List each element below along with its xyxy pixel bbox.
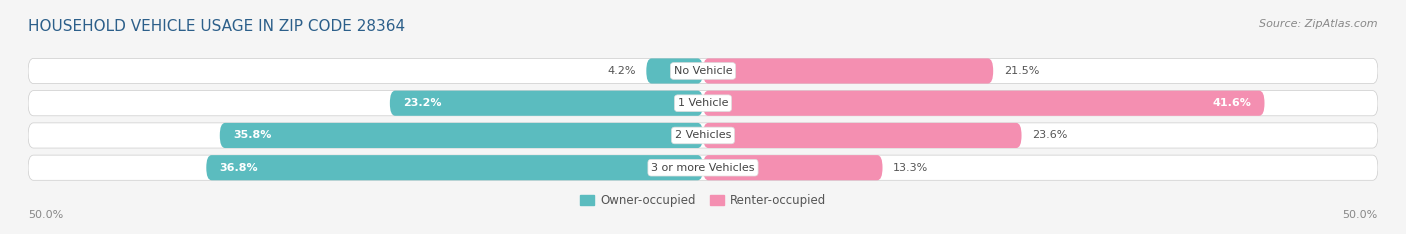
Text: 50.0%: 50.0%	[28, 210, 63, 220]
FancyBboxPatch shape	[28, 155, 1378, 180]
Text: 23.2%: 23.2%	[404, 98, 441, 108]
Legend: Owner-occupied, Renter-occupied: Owner-occupied, Renter-occupied	[575, 190, 831, 212]
Text: 23.6%: 23.6%	[1032, 131, 1067, 140]
Text: HOUSEHOLD VEHICLE USAGE IN ZIP CODE 28364: HOUSEHOLD VEHICLE USAGE IN ZIP CODE 2836…	[28, 19, 405, 34]
Text: No Vehicle: No Vehicle	[673, 66, 733, 76]
Text: 41.6%: 41.6%	[1212, 98, 1251, 108]
FancyBboxPatch shape	[28, 123, 1378, 148]
Text: 36.8%: 36.8%	[219, 163, 259, 173]
Text: 4.2%: 4.2%	[607, 66, 636, 76]
Text: 21.5%: 21.5%	[1004, 66, 1039, 76]
Text: 2 Vehicles: 2 Vehicles	[675, 131, 731, 140]
FancyBboxPatch shape	[219, 123, 703, 148]
FancyBboxPatch shape	[703, 58, 993, 84]
FancyBboxPatch shape	[703, 155, 883, 180]
FancyBboxPatch shape	[207, 155, 703, 180]
Text: 3 or more Vehicles: 3 or more Vehicles	[651, 163, 755, 173]
Text: Source: ZipAtlas.com: Source: ZipAtlas.com	[1260, 19, 1378, 29]
FancyBboxPatch shape	[28, 91, 1378, 116]
FancyBboxPatch shape	[647, 58, 703, 84]
FancyBboxPatch shape	[389, 91, 703, 116]
Text: 13.3%: 13.3%	[893, 163, 928, 173]
Text: 35.8%: 35.8%	[233, 131, 271, 140]
FancyBboxPatch shape	[703, 91, 1264, 116]
FancyBboxPatch shape	[703, 123, 1022, 148]
Text: 50.0%: 50.0%	[1343, 210, 1378, 220]
FancyBboxPatch shape	[28, 58, 1378, 84]
Text: 1 Vehicle: 1 Vehicle	[678, 98, 728, 108]
